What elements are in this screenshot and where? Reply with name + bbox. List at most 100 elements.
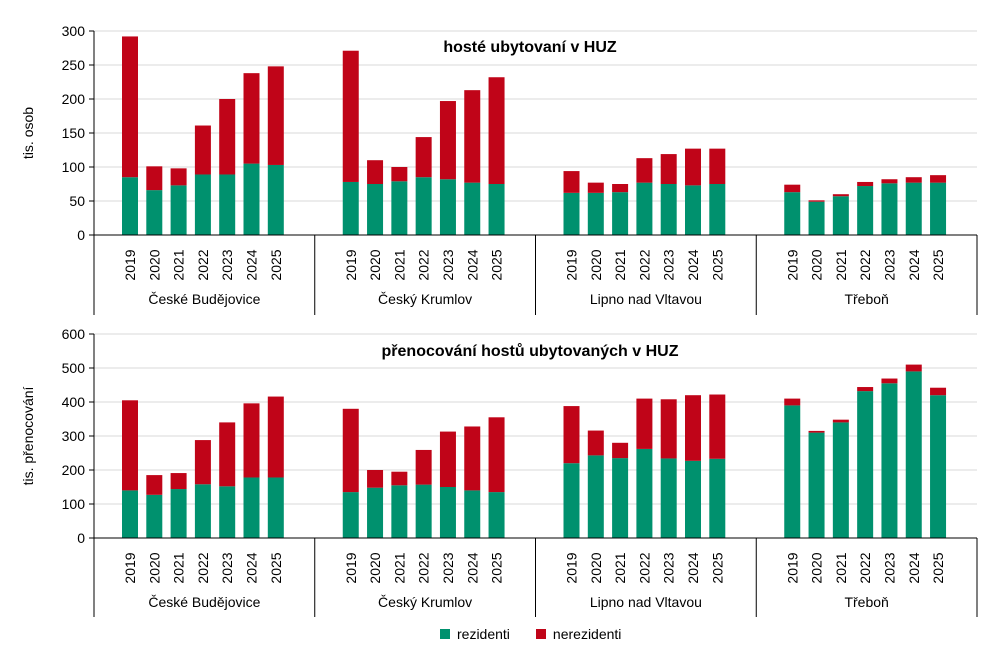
bar-rezidenti — [857, 391, 874, 538]
y-tick-label: 400 — [62, 394, 86, 410]
x-tick-label-year: 2025 — [709, 249, 725, 280]
bar-nerezidenti — [415, 137, 432, 178]
x-tick-label-year: 2022 — [416, 552, 432, 583]
gridlines — [94, 333, 977, 505]
bar-nerezidenti — [612, 442, 629, 459]
bar-rezidenti — [832, 196, 849, 235]
bar-rezidenti — [563, 192, 580, 235]
bar-rezidenti — [808, 201, 825, 235]
x-tick-label-year: 2020 — [809, 552, 825, 583]
bar-nerezidenti — [857, 181, 874, 187]
axes: 0 50 100 150 200 250 300 2019 2020 2021 2022 2023 20… — [62, 23, 978, 315]
bar-rezidenti — [905, 182, 922, 235]
bar-nerezidenti — [784, 184, 801, 193]
bar-rezidenti — [660, 458, 677, 538]
bar-rezidenti — [122, 177, 138, 235]
bar-rezidenti — [709, 458, 726, 538]
x-tick-label-year: 2022 — [416, 249, 432, 280]
bar-nerezidenti — [146, 475, 163, 495]
bar-nerezidenti — [808, 200, 825, 202]
bar-rezidenti — [194, 484, 211, 538]
x-tick-label-year: 2022 — [195, 552, 211, 583]
bar-nerezidenti — [660, 399, 677, 459]
bar-rezidenti — [391, 181, 408, 235]
bar-nerezidenti — [881, 179, 898, 184]
x-group-label: Třeboň — [844, 291, 888, 307]
bar-rezidenti — [587, 455, 604, 538]
bar-nerezidenti — [391, 167, 408, 182]
bar-nerezidenti — [170, 473, 187, 490]
x-group-label: Lipno nad Vltavou — [590, 594, 702, 610]
bar-rezidenti — [808, 432, 825, 538]
x-tick-label-year: 2024 — [464, 249, 480, 280]
x-tick-label-year: 2024 — [464, 552, 480, 583]
x-tick-label-year: 2025 — [930, 552, 946, 583]
bar-rezidenti — [709, 184, 726, 235]
x-tick-label-year: 2025 — [268, 249, 284, 280]
x-tick-label-year: 2023 — [881, 552, 897, 583]
bar-rezidenti — [464, 182, 481, 235]
y-tick-label: 200 — [62, 462, 86, 478]
bar-nerezidenti — [612, 184, 629, 193]
bar-rezidenti — [267, 477, 284, 538]
x-tick-label-year: 2019 — [343, 552, 359, 583]
bar-nerezidenti — [439, 431, 456, 487]
bar-nerezidenti — [439, 101, 456, 180]
bar-nerezidenti — [464, 90, 481, 183]
x-tick-label-year: 2019 — [784, 249, 800, 280]
x-group-label: Lipno nad Vltavou — [590, 291, 702, 307]
x-tick-label-year: 2019 — [564, 552, 580, 583]
x-tick-label-year: 2019 — [784, 552, 800, 583]
legend-swatch-rezidenti — [440, 629, 450, 639]
bar-rezidenti — [857, 186, 874, 235]
bar-rezidenti — [170, 185, 187, 235]
bar-rezidenti — [267, 164, 284, 235]
y-tick-label: 100 — [62, 159, 86, 175]
x-tick-label-year: 2022 — [857, 552, 873, 583]
x-tick-label-year: 2020 — [146, 249, 162, 280]
x-tick-label-year: 2024 — [685, 552, 701, 583]
bar-nerezidenti — [219, 99, 236, 175]
x-tick-label-year: 2024 — [906, 552, 922, 583]
bar-nerezidenti — [709, 394, 726, 459]
y-tick-label: 500 — [62, 360, 86, 376]
bars — [122, 36, 947, 235]
bar-rezidenti — [636, 182, 653, 235]
y-axis-label: tis. přenocování — [20, 386, 36, 485]
bar-nerezidenti — [342, 408, 359, 493]
x-tick-label-year: 2019 — [564, 249, 580, 280]
bar-rezidenti — [367, 487, 384, 538]
x-tick-label-year: 2020 — [809, 249, 825, 280]
y-tick-label: 0 — [77, 530, 85, 546]
bar-rezidenti — [391, 485, 408, 538]
bar-nerezidenti — [267, 66, 284, 165]
bar-nerezidenti — [488, 77, 505, 184]
bar-nerezidenti — [881, 378, 898, 384]
x-tick-label-year: 2021 — [391, 552, 407, 583]
y-tick-label: 300 — [62, 23, 86, 39]
bar-nerezidenti — [660, 154, 677, 184]
x-tick-label-year: 2021 — [171, 249, 187, 280]
x-tick-label-year: 2025 — [930, 249, 946, 280]
x-group-label: Český Krumlov — [378, 594, 472, 610]
bar-nerezidenti — [488, 417, 505, 493]
bar-rezidenti — [930, 182, 947, 235]
bar-nerezidenti — [122, 400, 138, 491]
x-tick-label-year: 2020 — [146, 552, 162, 583]
y-tick-label: 250 — [62, 57, 86, 73]
bar-rezidenti — [464, 490, 481, 538]
x-tick-label-year: 2020 — [588, 249, 604, 280]
bar-rezidenti — [146, 494, 163, 538]
bar-rezidenti — [342, 181, 359, 235]
x-tick-label-year: 2023 — [440, 249, 456, 280]
bar-rezidenti — [636, 448, 653, 538]
x-tick-label-year: 2020 — [588, 552, 604, 583]
bar-rezidenti — [563, 463, 580, 538]
chart-figure: 0 50 100 150 200 250 300 2019 2020 2021 2022 2023 20… — [20, 23, 978, 617]
bar-nerezidenti — [587, 430, 604, 456]
x-tick-label-year: 2022 — [857, 249, 873, 280]
y-tick-label: 300 — [62, 428, 86, 444]
chart-title: hosté ubytovaní v HUZ — [443, 39, 617, 56]
bar-nerezidenti — [367, 470, 384, 488]
x-tick-label-year: 2024 — [906, 249, 922, 280]
